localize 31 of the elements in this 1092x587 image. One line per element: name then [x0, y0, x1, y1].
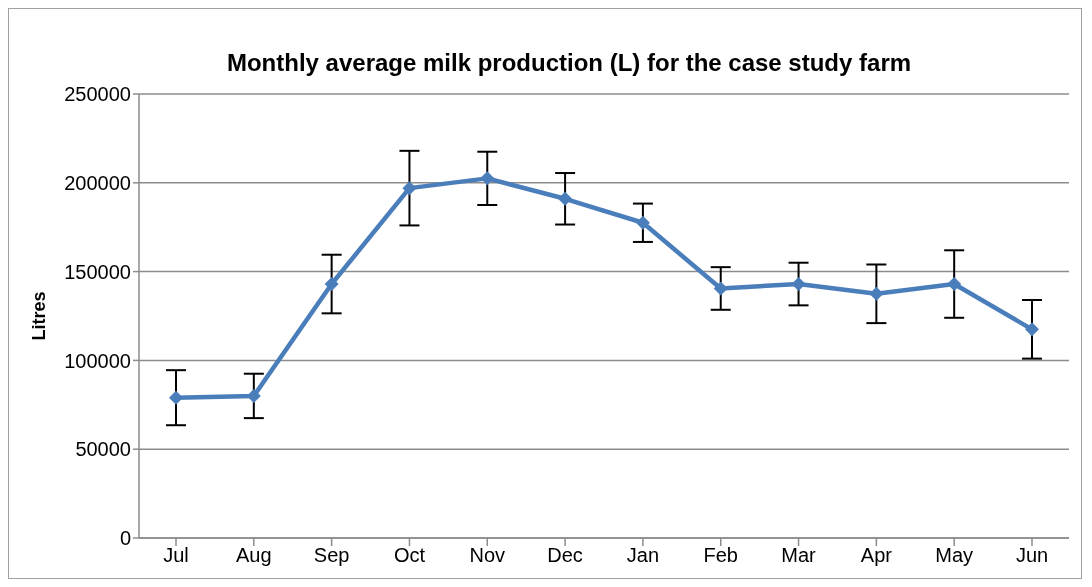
x-tick-label: Jun [1015, 544, 1049, 567]
y-tick-label: 50000 [75, 438, 131, 461]
point [169, 390, 183, 405]
point [324, 277, 339, 292]
y-axis-title: Litres [29, 291, 50, 341]
x-tick-label: Aug [236, 544, 272, 567]
point [713, 281, 728, 296]
x-tick-label: Feb [703, 544, 738, 567]
x-tick-label: Nov [469, 544, 506, 567]
point [635, 215, 650, 230]
x-tick-label: May [935, 544, 974, 567]
x-tick-label: Jan [626, 544, 660, 567]
x-tick-label: Jul [163, 544, 189, 567]
point [558, 191, 573, 206]
x-tick-label: Oct [393, 544, 426, 567]
y-tick-label: 0 [119, 527, 131, 550]
point [402, 181, 417, 196]
point [1025, 322, 1039, 337]
chart-title: Monthly average milk production (L) for the case study farm [225, 49, 913, 77]
x-tick-label: Apr [860, 544, 893, 567]
y-tick-label: 200000 [64, 171, 131, 194]
x-tick-label: Sep [313, 544, 350, 567]
y-tick-label: 100000 [64, 349, 131, 372]
point [947, 277, 962, 292]
x-tick-label: Dec [547, 544, 583, 567]
point [480, 171, 495, 186]
point [791, 277, 806, 292]
y-tick-label: 250000 [64, 83, 131, 106]
point [869, 286, 884, 301]
y-tick-label: 150000 [64, 260, 131, 283]
x-tick-label: Mar [781, 544, 817, 567]
